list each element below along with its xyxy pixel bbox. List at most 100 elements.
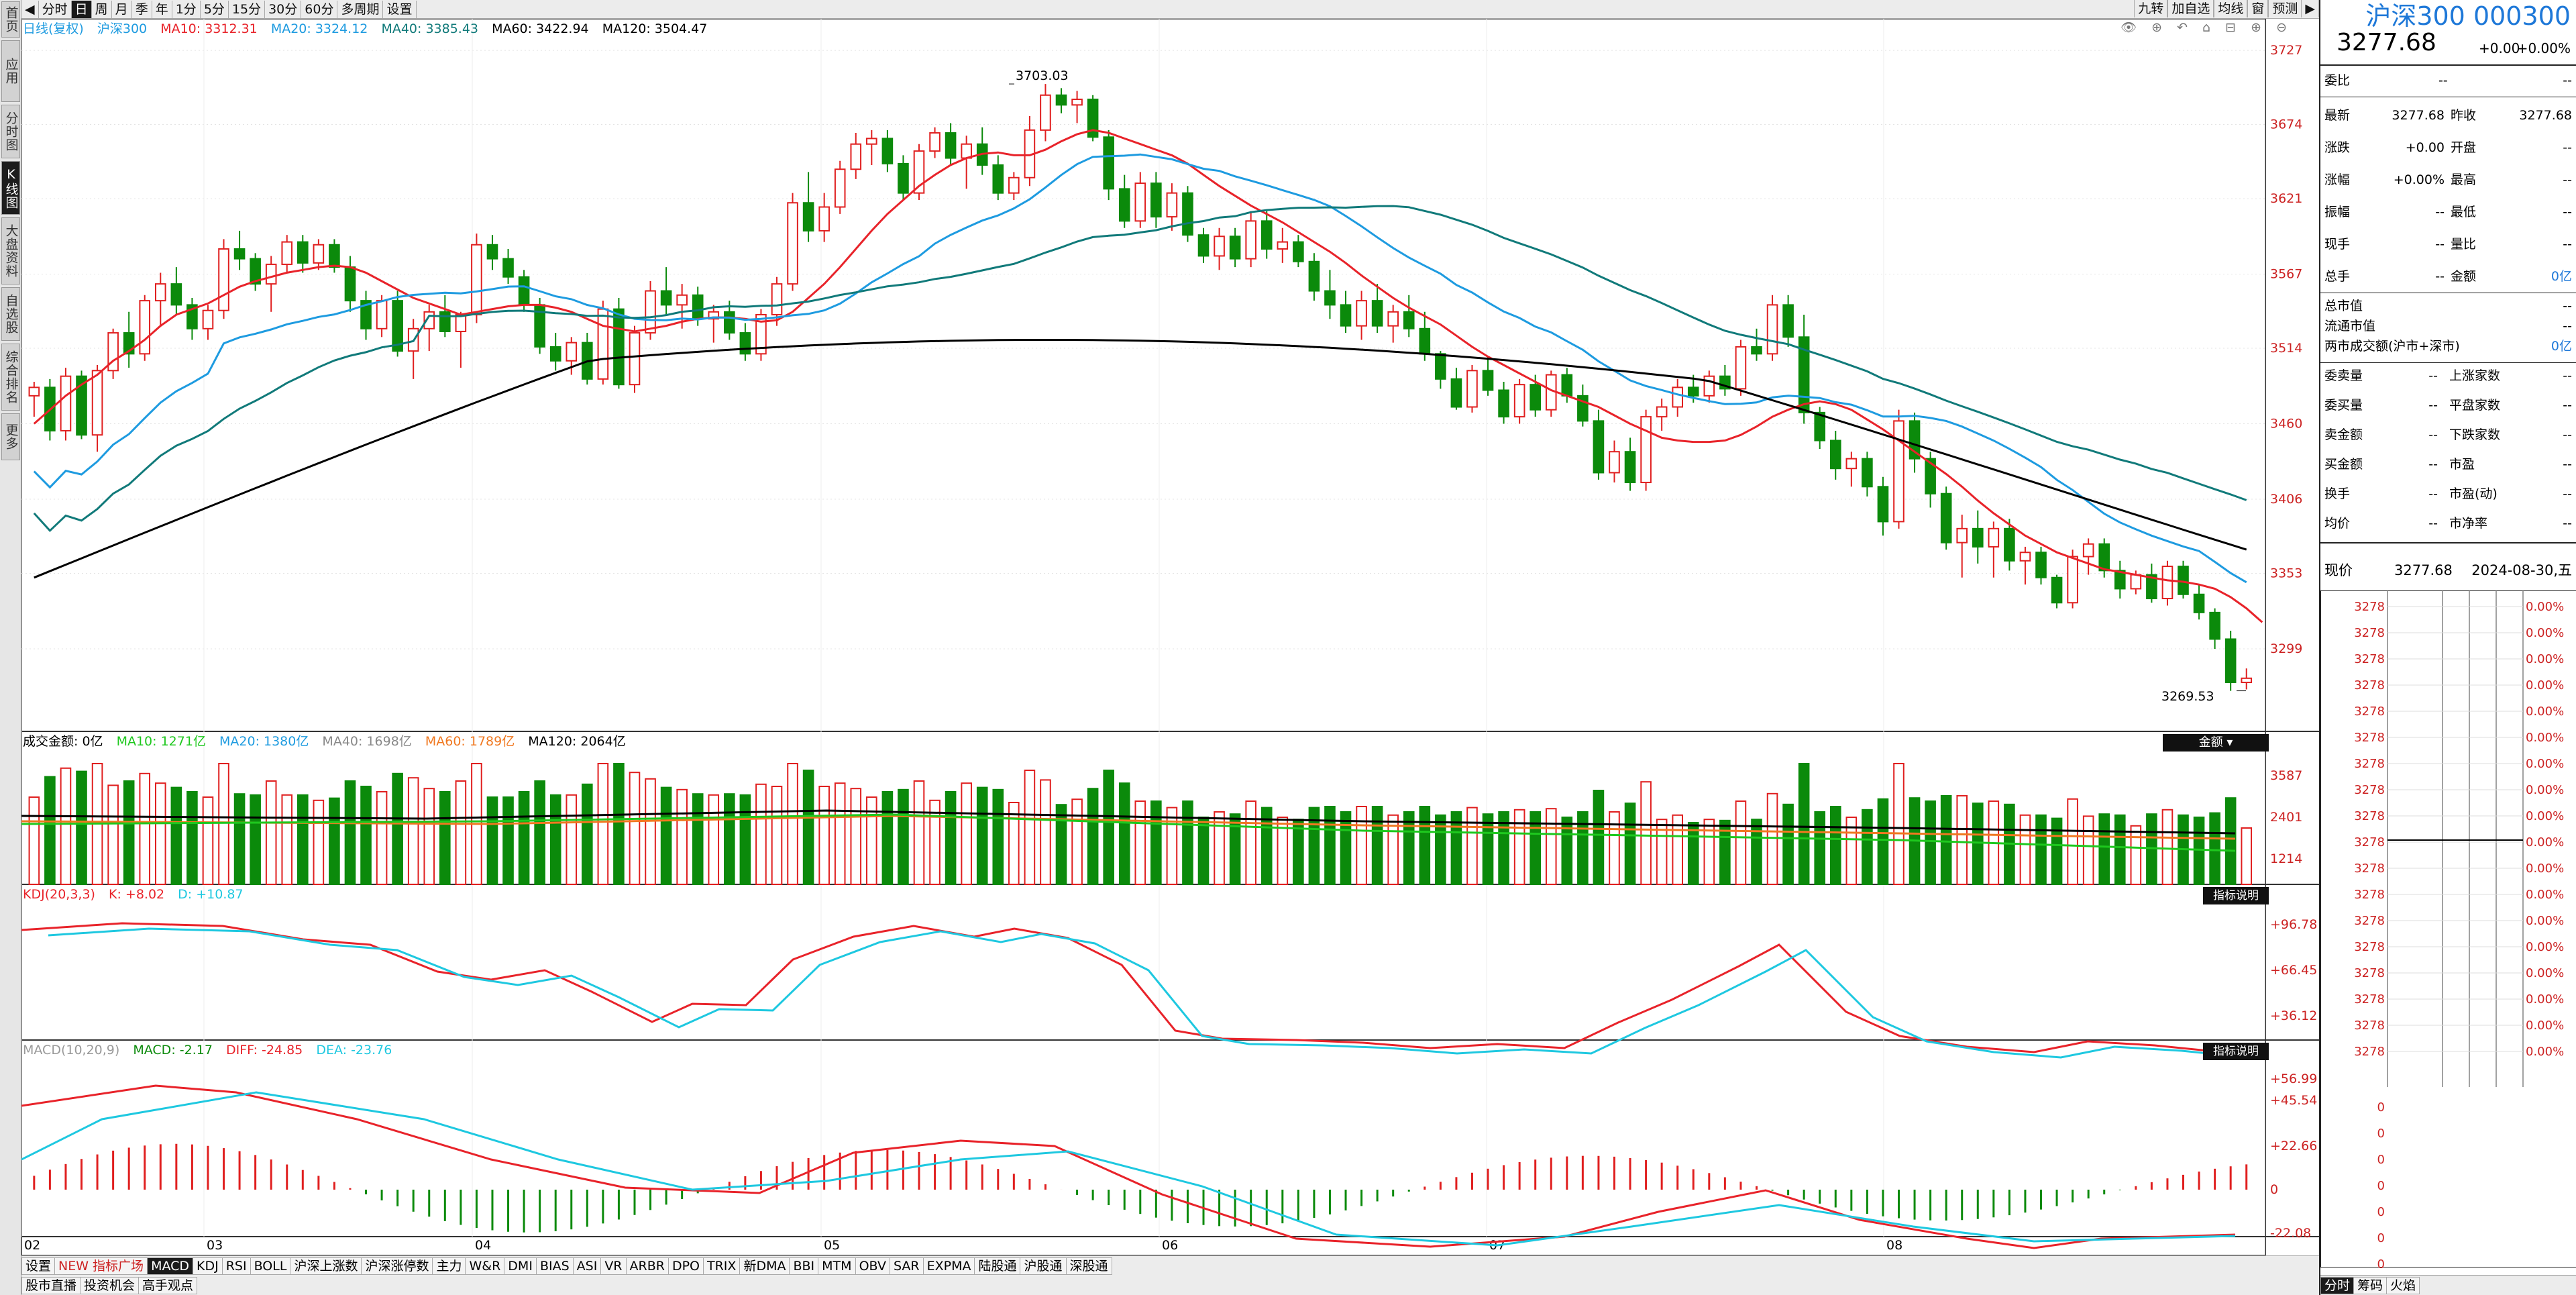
candle[interactable] [1609, 440, 1620, 483]
indicator-tab-15[interactable]: DPO [668, 1257, 704, 1275]
candle[interactable] [913, 144, 925, 201]
candle[interactable] [2209, 608, 2220, 650]
indicator-tab-22[interactable]: EXPMA [923, 1257, 975, 1275]
candle[interactable] [344, 256, 356, 312]
indicator-tab-25[interactable]: 深股通 [1066, 1257, 1112, 1275]
indicator-tab-13[interactable]: VR [601, 1257, 627, 1275]
period-6[interactable]: 1分 [172, 0, 201, 18]
candle[interactable] [834, 160, 846, 214]
candle[interactable] [186, 297, 198, 340]
chart-tools-icons[interactable]: 👁 ⊕ ↶ ⌂ ⊟ ⊕ ⊖ [2120, 20, 2292, 35]
candle[interactable] [1845, 452, 1858, 487]
candle[interactable] [787, 193, 798, 291]
candle[interactable] [2098, 538, 2110, 578]
indicator-tab-7[interactable]: 沪深涨停数 [362, 1257, 433, 1275]
candle[interactable] [1703, 370, 1715, 403]
candle[interactable] [1561, 368, 1573, 403]
candle[interactable] [1482, 356, 1494, 396]
candle[interactable] [60, 368, 72, 441]
toolbar-back-icon[interactable]: ◀ [21, 0, 39, 18]
kdj-legend-label[interactable]: KDJ(20,3,3) [23, 887, 95, 902]
indicator-tab-20[interactable]: OBV [855, 1257, 890, 1275]
indicator-tab-12[interactable]: ASI [573, 1257, 602, 1275]
candle[interactable] [2114, 560, 2126, 599]
indicator-tab-3[interactable]: KDJ [193, 1257, 223, 1275]
chart-option-1[interactable]: 加自选 [2167, 0, 2214, 17]
candle[interactable] [329, 239, 340, 273]
rail-apps[interactable]: 应用 [1, 40, 20, 102]
candle[interactable] [1766, 295, 1778, 361]
candle[interactable] [1450, 368, 1462, 410]
candle[interactable] [423, 305, 435, 352]
candle[interactable] [961, 136, 972, 189]
indicator-tab-21[interactable]: SAR [890, 1257, 924, 1275]
chart-option-2[interactable]: 均线 [2214, 0, 2248, 17]
indicator-tab-4[interactable]: RSI [222, 1257, 251, 1275]
candle[interactable] [881, 130, 894, 172]
candle[interactable] [1877, 476, 1889, 536]
indicator-tab-16[interactable]: TRIX [704, 1257, 741, 1275]
period-12[interactable]: 设置 [383, 0, 417, 18]
candle[interactable] [1118, 174, 1130, 228]
candle[interactable] [1719, 364, 1731, 396]
indicator-tab-1[interactable]: NEW 指标广场 [55, 1257, 148, 1275]
candle[interactable] [1055, 88, 1067, 113]
candle[interactable] [1577, 384, 1589, 427]
candle[interactable] [1545, 370, 1557, 417]
candle[interactable] [1071, 91, 1083, 123]
candle[interactable] [202, 305, 214, 340]
candle[interactable] [818, 193, 830, 242]
candle[interactable] [1988, 521, 2000, 578]
period-9[interactable]: 30分 [265, 0, 302, 18]
candle[interactable] [2224, 630, 2237, 691]
candle[interactable] [76, 370, 87, 439]
candle[interactable] [2241, 668, 2253, 690]
rail-watchlist[interactable]: 自选股 [1, 287, 20, 341]
candle[interactable] [992, 155, 1004, 201]
candle[interactable] [1197, 227, 1210, 263]
candle[interactable] [1308, 253, 1320, 301]
candle[interactable] [1624, 437, 1636, 491]
candle[interactable] [1340, 291, 1352, 333]
candle[interactable] [1925, 452, 1936, 508]
candle[interactable] [1324, 270, 1336, 319]
candle[interactable] [1182, 186, 1193, 242]
indicator-tab-19[interactable]: MTM [818, 1257, 856, 1275]
kdj-help-button[interactable]: 指标说明 [2203, 887, 2269, 904]
candle[interactable] [866, 130, 877, 165]
indicator-tab-14[interactable]: ARBR [626, 1257, 669, 1275]
candle[interactable] [1277, 227, 1289, 263]
indicator-tab-6[interactable]: 沪深上涨数 [290, 1257, 362, 1275]
candle[interactable] [2035, 546, 2047, 585]
candle[interactable] [1229, 227, 1241, 268]
chart-option-4[interactable]: 预测 [2268, 0, 2302, 17]
candle[interactable] [2004, 519, 2015, 571]
candle[interactable] [1134, 172, 1146, 228]
candle[interactable] [850, 133, 862, 179]
indicator-tab-17[interactable]: 新DMA [740, 1257, 790, 1275]
candle[interactable] [2146, 563, 2157, 603]
indicator-tab-24[interactable]: 沪股通 [1020, 1257, 1067, 1275]
indicator-tab-11[interactable]: BIAS [536, 1257, 574, 1275]
candle[interactable] [1166, 183, 1178, 231]
candle[interactable] [739, 323, 751, 361]
indicator-tab-9[interactable]: W&R [466, 1257, 505, 1275]
indicator-tab-10[interactable]: DMI [504, 1257, 537, 1275]
candle[interactable] [1293, 235, 1304, 268]
candle[interactable] [929, 127, 941, 158]
candle[interactable] [613, 297, 625, 389]
period-10[interactable]: 60分 [301, 0, 338, 18]
candle[interactable] [1040, 84, 1051, 142]
indicator-tab-0[interactable]: 设置 [21, 1257, 56, 1275]
candle[interactable] [1640, 409, 1652, 491]
rail-timeline[interactable]: 分时图 [1, 105, 20, 158]
candle[interactable] [1260, 211, 1273, 259]
period-5[interactable]: 年 [152, 0, 172, 18]
content-tab-1[interactable]: 投资机会 [80, 1276, 140, 1294]
candle[interactable] [233, 230, 246, 270]
candle[interactable] [91, 364, 103, 452]
candle[interactable] [1798, 314, 1810, 424]
candle[interactable] [265, 256, 277, 312]
period-11[interactable]: 多周期 [337, 0, 384, 18]
candle[interactable] [534, 297, 545, 354]
